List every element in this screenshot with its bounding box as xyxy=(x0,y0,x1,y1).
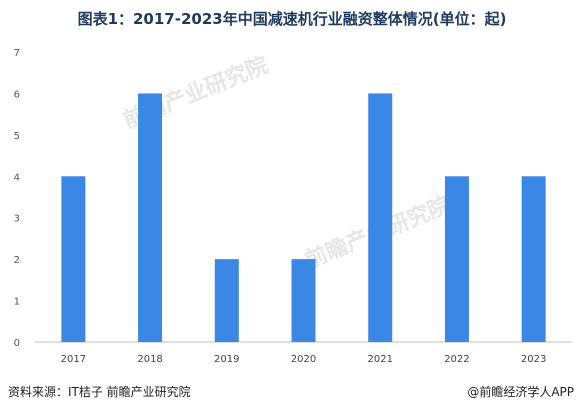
source-note: 资料来源：IT桔子 前瞻产业研究院 xyxy=(8,385,191,399)
x-tick-label: 2020 xyxy=(291,354,316,365)
bar xyxy=(214,259,239,342)
bar xyxy=(291,259,316,342)
bar xyxy=(138,93,163,342)
x-tick-label: 2017 xyxy=(61,354,86,365)
y-tick-label: 3 xyxy=(14,214,20,225)
x-tick-label: 2022 xyxy=(444,354,469,365)
bar xyxy=(61,176,86,342)
y-tick-label: 5 xyxy=(14,131,20,142)
y-tick-label: 4 xyxy=(14,172,20,183)
chart-title: 图表1：2017-2023年中国减速机行业融资整体情况(单位：起) xyxy=(77,10,507,28)
bar xyxy=(444,176,469,342)
y-tick-label: 2 xyxy=(14,255,20,266)
y-tick-label: 0 xyxy=(14,338,20,349)
y-tick-label: 7 xyxy=(14,48,20,59)
y-tick-label: 6 xyxy=(14,89,20,100)
bar xyxy=(368,93,393,342)
bar xyxy=(521,176,546,342)
x-tick-label: 2019 xyxy=(214,354,239,365)
credit-note: @前瞻经济学人APP xyxy=(467,385,574,399)
x-tick-label: 2021 xyxy=(367,354,392,365)
x-tick-label: 2023 xyxy=(521,354,546,365)
x-tick-label: 2018 xyxy=(137,354,162,365)
y-tick-label: 1 xyxy=(14,297,20,308)
